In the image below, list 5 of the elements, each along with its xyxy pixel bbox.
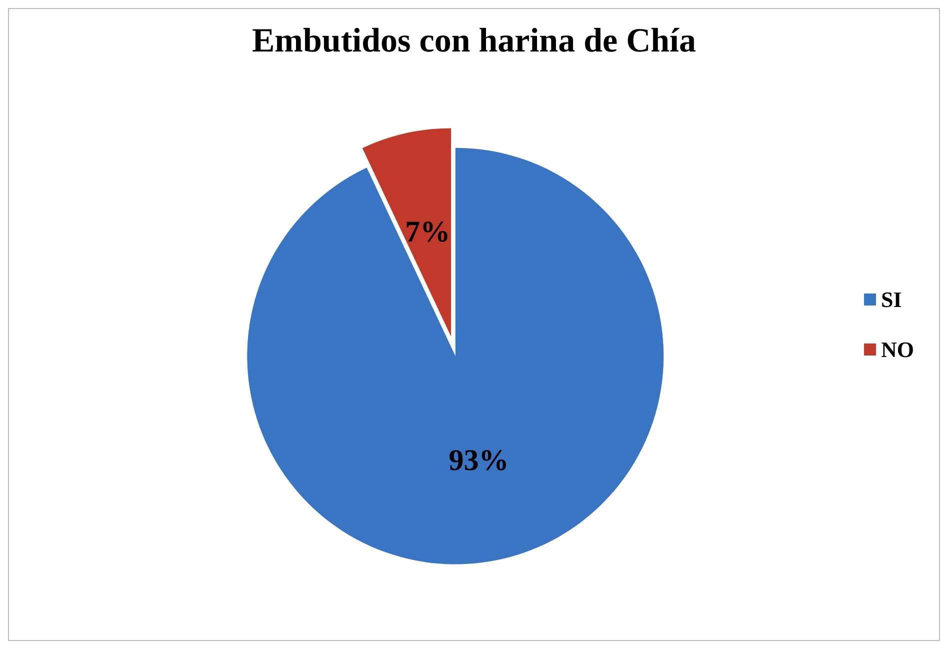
- chart-title: Embutidos con harina de Chía: [252, 22, 696, 60]
- data-label: 93%: [448, 444, 509, 478]
- legend-label: SI: [881, 287, 902, 312]
- data-label: 7%: [405, 215, 450, 248]
- legend-label: NO: [881, 337, 914, 362]
